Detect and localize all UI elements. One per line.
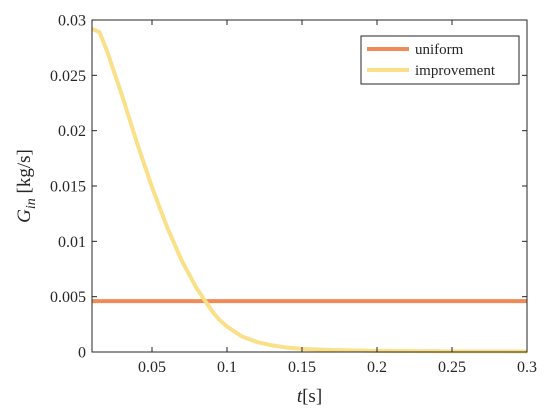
axes-layer: 0.05 0.1 0.15 0.2 0.25 0.3 0 0.005 0.01 0.015 0.02… <box>50 13 537 377</box>
x-label-unit: [s] <box>302 386 322 407</box>
y-tick-label: 0.01 <box>58 234 86 251</box>
legend-box <box>360 35 520 85</box>
y-tick-label: 0.025 <box>50 68 86 85</box>
x-tick-label: 0.25 <box>438 359 466 376</box>
x-tick-label: 0.1 <box>217 359 237 376</box>
y-tick-label: 0 <box>78 345 86 362</box>
y-label-subscript: in <box>24 198 39 209</box>
legend-label-improvement: improvement <box>415 63 496 79</box>
legend: uniform improvement <box>360 35 520 85</box>
x-tick-label: 0.3 <box>517 359 537 376</box>
y-tick-label: 0.03 <box>58 13 86 30</box>
x-tick-label: 0.15 <box>288 359 316 376</box>
y-tick-label: 0.02 <box>58 123 86 140</box>
x-axis-label: t[s] <box>297 386 322 407</box>
legend-label-uniform: uniform <box>415 42 464 58</box>
series-line-improvement <box>91 27 528 354</box>
y-axis-label: Gin [kg/s] <box>14 149 39 223</box>
y-label-symbol: G <box>14 209 35 223</box>
x-tick-label: 0.2 <box>367 359 387 376</box>
x-tick-label: 0.05 <box>138 359 166 376</box>
x-label-symbol: t <box>297 386 303 407</box>
y-tick-label: 0.005 <box>50 289 86 306</box>
y-label-unit: [kg/s] <box>14 149 35 198</box>
series-layer <box>91 27 528 354</box>
y-tick-label: 0.015 <box>50 179 86 196</box>
